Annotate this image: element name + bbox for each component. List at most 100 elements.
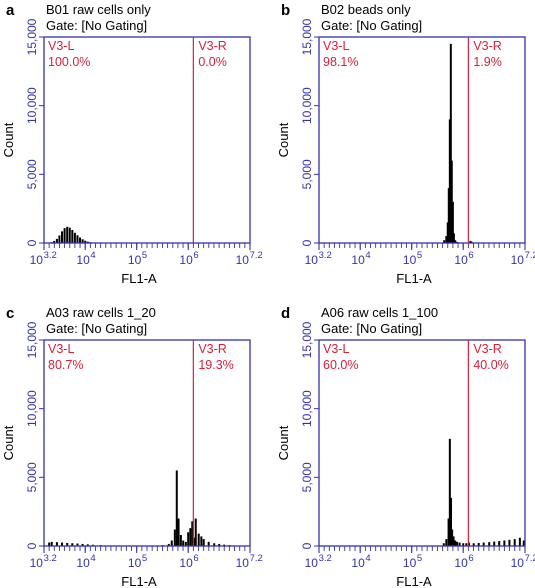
histogram-bar (76, 543, 79, 546)
histogram-bar (175, 470, 178, 546)
region-label: V3-R (198, 39, 226, 53)
x-tick-base: 10 (305, 253, 319, 267)
x-tick-exponent: 7.2 (250, 250, 263, 261)
x-tick-exponent: 4 (90, 553, 95, 564)
histogram-bar (442, 543, 445, 546)
histogram-bar (493, 541, 496, 546)
region-label: V3-L (323, 39, 349, 53)
x-tick-base: 10 (351, 556, 365, 570)
histogram-bar (462, 543, 465, 546)
x-tick-exponent: 5 (142, 553, 147, 564)
region-percent: 0.0% (198, 55, 227, 69)
x-tick-exponent: 7.2 (525, 553, 535, 564)
x-axis-label: FL1-A (396, 271, 432, 286)
histogram-bar (68, 227, 71, 243)
x-tick-exponent: 6 (468, 553, 473, 564)
histogram-bar (187, 532, 190, 546)
y-tick-label: 15,000 (25, 18, 39, 55)
histogram-bar (218, 543, 221, 546)
histogram-bar (447, 188, 450, 243)
histogram-bar (189, 528, 192, 546)
histogram-bar (48, 542, 51, 546)
y-tick-label: 5,000 (300, 159, 314, 189)
histogram-bar (458, 542, 461, 546)
histogram-bar (170, 540, 173, 546)
region-label: V3-R (473, 39, 501, 53)
histogram-bar (443, 240, 446, 243)
y-tick-label: 5,000 (300, 462, 314, 492)
panel-title: A06 raw cells 1_100 (321, 305, 438, 320)
histogram-bar (182, 540, 185, 546)
x-tick-base: 10 (403, 556, 417, 570)
histogram-bar (200, 536, 203, 546)
x-tick-label: 10 6 (179, 250, 198, 267)
histogram-bar (450, 160, 453, 243)
histogram-bar (61, 542, 64, 546)
x-tick-exponent: 3.2 (44, 250, 57, 261)
region-label: V3-L (48, 342, 74, 356)
histogram-bar (86, 241, 89, 243)
x-tick-label: 10 4 (76, 250, 95, 267)
histogram-bar (518, 537, 521, 546)
x-tick-label: 10 5 (128, 553, 147, 570)
histogram-series (48, 470, 231, 547)
x-tick-exponent: 3.2 (319, 250, 332, 261)
y-tick-label: 10,000 (300, 390, 314, 427)
region-label: V3-R (473, 342, 501, 356)
x-tick-base: 10 (403, 253, 417, 267)
y-tick-label: 0 (25, 542, 39, 549)
x-tick-base: 10 (236, 556, 250, 570)
x-tick-label: 10 3.2 (305, 250, 332, 267)
x-tick-exponent: 6 (193, 250, 198, 261)
histogram-bar (177, 518, 180, 546)
x-axis-label: FL1-A (396, 574, 432, 588)
x-tick-label: 107.2 (511, 250, 535, 267)
histogram-bar (445, 539, 448, 546)
histogram-bar (63, 228, 66, 243)
histogram-bar (86, 544, 89, 546)
gate-label: Gate: [No Gating] (321, 321, 422, 336)
x-axis-label: FL1-A (121, 271, 157, 286)
y-tick-label: 10,000 (300, 87, 314, 124)
x-tick-label: 10 6 (454, 250, 473, 267)
y-tick-label: 5,000 (25, 462, 39, 492)
panel-letter: a (6, 2, 15, 19)
histogram-bar (451, 201, 454, 243)
histogram-bar (503, 540, 506, 546)
histogram-bar (197, 533, 200, 546)
histogram-bar (50, 541, 53, 546)
y-axis-label: Count (1, 425, 16, 460)
histogram-bar (61, 231, 64, 243)
histogram-bar (445, 236, 448, 243)
y-tick-label: 10,000 (25, 87, 39, 124)
panel-title: B01 raw cells only (46, 2, 151, 17)
region-percent: 1.9% (473, 55, 502, 69)
x-tick-base: 10 (76, 556, 90, 570)
histogram-bar (454, 240, 457, 243)
region-percent: 80.7% (48, 358, 83, 372)
histogram-bar (465, 543, 468, 546)
x-tick-exponent: 7.2 (525, 250, 535, 261)
histogram-bar (446, 222, 449, 243)
histogram-bar (469, 240, 472, 243)
x-tick-label: 10 6 (454, 553, 473, 570)
x-tick-exponent: 5 (417, 553, 422, 564)
histogram-bar (71, 229, 74, 243)
x-tick-exponent: 4 (365, 553, 370, 564)
y-tick-label: 15,000 (25, 321, 39, 358)
x-tick-label: 10 3.2 (30, 250, 57, 267)
gate-label: Gate: [No Gating] (321, 18, 422, 33)
histogram-bar (498, 541, 501, 546)
x-tick-label: 107.2 (511, 553, 535, 570)
x-tick-label: 10 5 (128, 250, 147, 267)
histogram-bar (193, 537, 196, 546)
y-tick-label: 0 (300, 542, 314, 549)
histogram-bar (73, 232, 76, 243)
histogram-bar (184, 541, 187, 546)
histogram-bar (71, 543, 74, 546)
histogram-bar (167, 543, 170, 546)
